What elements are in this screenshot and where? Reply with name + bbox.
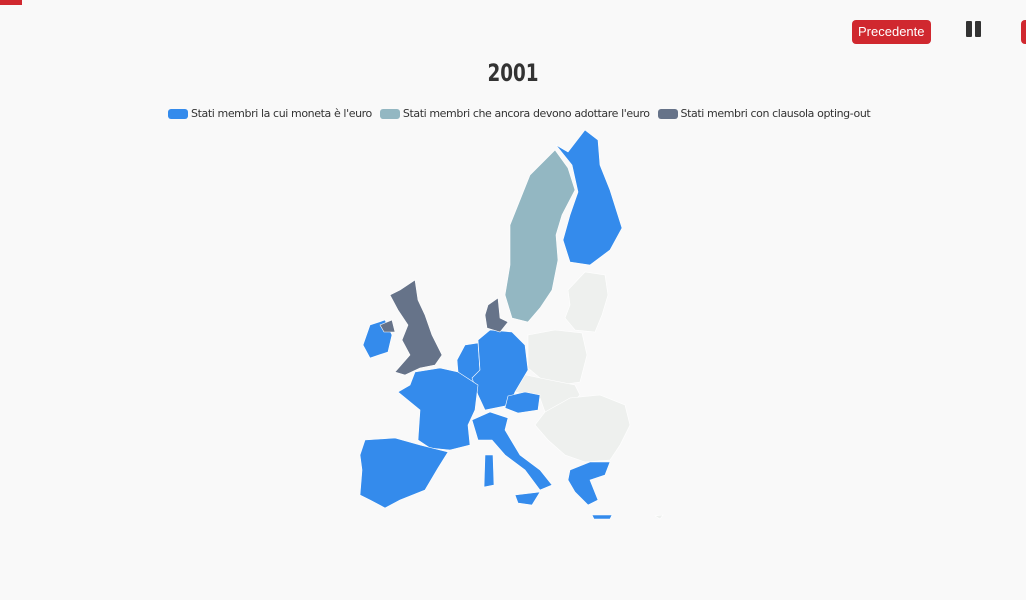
map-title: 2001 (487, 59, 539, 87)
region-poland[interactable] (527, 329, 588, 386)
country-sweden[interactable] (504, 149, 576, 323)
country-austria[interactable] (504, 391, 541, 414)
country-united-kingdom[interactable] (379, 279, 443, 376)
country-spain-portugal[interactable] (359, 437, 449, 509)
country-sardinia[interactable] (483, 454, 495, 488)
country-sicily[interactable] (514, 491, 541, 506)
country-italy[interactable] (471, 411, 553, 491)
country-france[interactable] (397, 367, 479, 451)
country-denmark[interactable] (484, 297, 509, 333)
region-southeast[interactable] (534, 394, 631, 463)
country-finland[interactable] (555, 129, 623, 266)
region-cyprus[interactable] (654, 514, 664, 520)
next-button[interactable] (1021, 20, 1026, 44)
legend-swatch (379, 108, 400, 119)
legend-swatch (168, 108, 188, 119)
legend-label: Stati membri la cui moneta è l'euro (191, 107, 372, 120)
legend-item-euro[interactable]: Stati membri la cui moneta è l'euro (168, 107, 372, 120)
legend-item-to-adopt[interactable]: Stati membri che ancora devono adottare … (379, 107, 650, 120)
country-greece[interactable] (567, 461, 613, 520)
legend-label: Stati membri con clausola opting-out (680, 107, 871, 120)
region-baltics[interactable] (564, 271, 609, 333)
top-accent-bar (0, 0, 22, 5)
previous-button[interactable]: Precedente (852, 20, 931, 44)
legend-item-opt-out[interactable]: Stati membri con clausola opting-out (657, 107, 871, 120)
legend-label: Stati membri che ancora devono adottare … (402, 107, 650, 120)
legend-swatch (657, 108, 678, 119)
pause-icon[interactable] (965, 21, 983, 39)
legend: Stati membri la cui moneta è l'euro Stat… (168, 107, 871, 120)
